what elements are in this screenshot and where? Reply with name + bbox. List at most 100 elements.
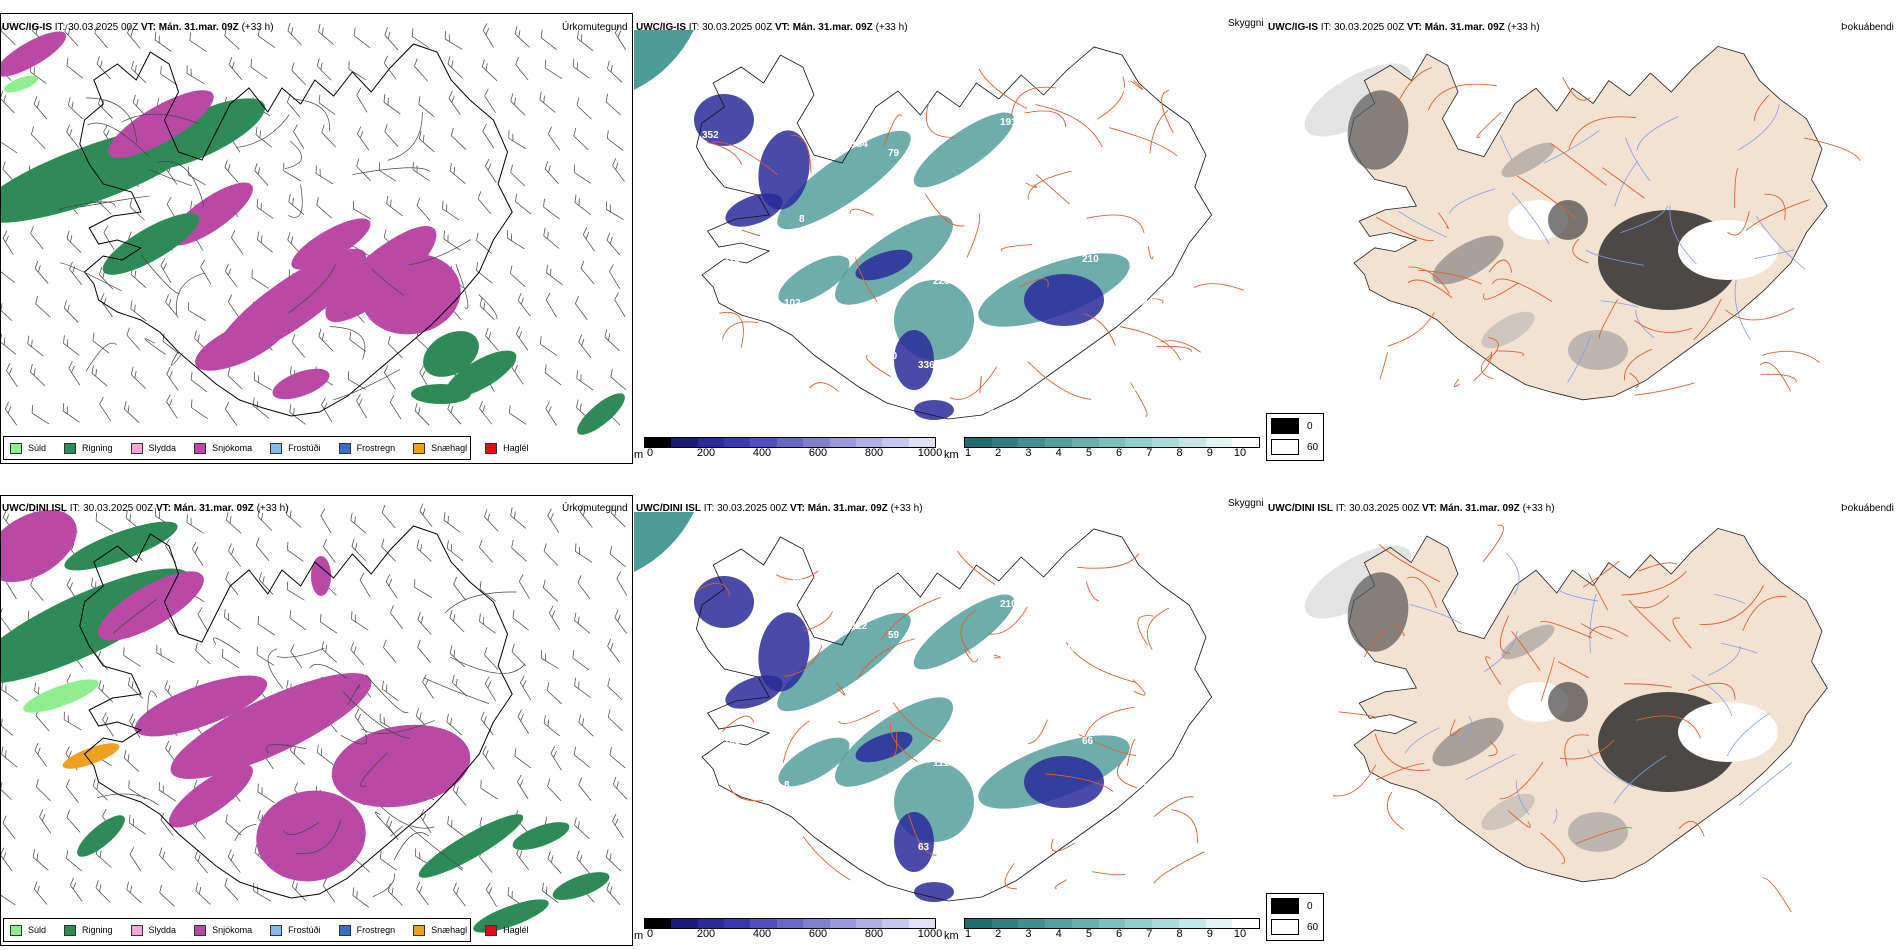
low-cloudbase-area — [855, 249, 913, 281]
wind-barb — [607, 709, 623, 732]
precip-type-label-2: Úrkomutegund — [562, 503, 628, 514]
wind-barb — [353, 27, 371, 49]
cloudbase-value-label: 260 — [1142, 298, 1159, 309]
visibility-label-2: Skyggni — [1228, 498, 1264, 509]
colorbar-segment — [1152, 438, 1179, 447]
wind-barb — [102, 712, 114, 737]
wind-barb — [616, 571, 628, 596]
low-cloudbase-area — [1024, 274, 1104, 326]
fog-index-label-2: Þokuábendi — [1841, 503, 1894, 514]
snow-area — [108, 90, 214, 158]
wind-barb — [606, 232, 621, 256]
cloudbase-value-label: 156 — [806, 873, 823, 884]
cloudbase-value-label: 820 — [754, 568, 771, 579]
wind-barb — [64, 23, 79, 47]
wind-barb — [316, 196, 332, 219]
road-network — [97, 591, 526, 897]
wind-barb — [412, 161, 430, 182]
snow-area — [134, 675, 268, 737]
rain-area — [64, 521, 178, 571]
fog-key-swatch — [1271, 439, 1299, 455]
cloudbase-value-label: 69 — [866, 55, 878, 66]
precip-panel-2: Súld Rigning Slydda Snjókoma Frostúði Frostre… — [0, 495, 633, 946]
wind-barb — [129, 713, 141, 739]
wind-barb — [447, 816, 464, 837]
wind-barb — [224, 27, 240, 50]
wind-barb — [69, 261, 83, 286]
rain-area — [423, 331, 479, 377]
wind-barb — [166, 366, 179, 391]
colorbar-segment — [882, 919, 909, 928]
legend-label: Slydda — [148, 443, 177, 453]
precip-legend-item: Frostregn — [338, 924, 395, 936]
colorbar-segment — [829, 438, 856, 447]
wind-barb — [255, 126, 272, 148]
wind-barb — [287, 22, 302, 46]
wind-barb — [416, 197, 431, 221]
wind-barb — [572, 58, 590, 79]
wind-barb — [286, 506, 302, 528]
wind-barb — [482, 123, 495, 149]
fog-key-label: 0 — [1307, 900, 1313, 912]
legend-swatch — [64, 924, 77, 936]
wind-barb — [188, 302, 206, 321]
cloudbase-value-label: 12 — [1157, 696, 1169, 707]
wind-barb — [321, 640, 338, 663]
wind-barb — [547, 126, 561, 151]
legend-swatch — [10, 924, 22, 936]
wind-barb — [381, 680, 399, 702]
precip-legend-item: Snæhagl — [413, 442, 467, 454]
low-visibility-area — [913, 112, 1015, 188]
cloudbase-value-label: 80 — [754, 86, 766, 97]
cloudbase-value-labels: 156 68 79 45 210 195 254 234 191 235 118 12 336 335 26… — [694, 42, 1174, 424]
precip-legend-2: Súld Rigning Slydda Snjókoma Frostúði Frostre… — [3, 918, 529, 942]
road-network — [696, 550, 1205, 890]
wind-barb — [545, 401, 557, 426]
wind-barb — [515, 56, 529, 81]
colorbar-tick-label: 1 — [964, 447, 972, 459]
wind-barb — [99, 396, 112, 422]
cloudbase-value-label: 234 — [903, 64, 920, 75]
wind-barb — [30, 577, 44, 601]
wind-barb — [288, 193, 305, 216]
wind-barb — [416, 881, 429, 906]
wind-barb — [414, 402, 430, 426]
fog-index-area — [1501, 142, 1555, 178]
visibility-unit-2: km — [944, 930, 959, 942]
low-cloudbase-area — [1024, 756, 1104, 808]
rain-area — [14, 163, 88, 205]
fog-map-2 — [1304, 524, 1828, 912]
low-cloudbase-area — [894, 812, 934, 872]
wind-barb — [610, 505, 626, 528]
rain-area — [77, 815, 125, 857]
wind-barb — [35, 778, 51, 802]
wind-barb — [446, 713, 463, 736]
wind-barb — [257, 615, 275, 636]
wind-barb — [512, 609, 529, 631]
wind-barb — [94, 25, 108, 49]
fog-index-area — [1568, 330, 1628, 370]
wind-barb — [387, 883, 403, 906]
wind-barb — [316, 58, 332, 81]
wind-barb — [63, 711, 82, 731]
wind-barb — [357, 126, 370, 151]
visibility-area-sea — [634, 30, 694, 90]
road-network — [58, 97, 498, 401]
wind-barb — [419, 808, 432, 834]
precip-legend-item: Slydda — [130, 442, 177, 454]
cloudbase-value-label: 167 — [866, 537, 883, 548]
colorbar-tick-label: 400 — [752, 928, 772, 940]
wind-barb — [510, 164, 526, 187]
legend-swatch — [338, 442, 351, 454]
cloudbase-value-label: 16 — [963, 590, 975, 601]
colorbar-segment — [776, 438, 804, 447]
fog-key-row: 0 — [1271, 898, 1313, 914]
wind-barb — [520, 675, 532, 701]
cloudbase-unit-1: m — [634, 449, 644, 461]
precip-type-label-1: Úrkomutegund — [562, 22, 628, 33]
cloudbase-value-label: 348 — [1030, 811, 1047, 822]
colorbar-tick-label: 1000 — [917, 928, 943, 940]
wind-barb — [224, 263, 238, 288]
colorbar-tick-label: 400 — [752, 447, 772, 459]
wind-barb — [286, 541, 304, 562]
